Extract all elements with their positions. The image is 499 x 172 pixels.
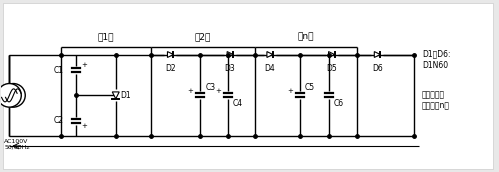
Text: C1: C1	[54, 66, 64, 74]
Text: D1: D1	[121, 91, 131, 100]
Text: D1～D6:
D1N60: D1～D6: D1N60	[422, 50, 451, 70]
Text: D4: D4	[264, 64, 275, 73]
FancyBboxPatch shape	[3, 3, 493, 169]
Text: D2: D2	[165, 64, 176, 73]
Circle shape	[1, 84, 25, 107]
Text: C2: C2	[54, 116, 64, 125]
Text: +: +	[215, 88, 221, 94]
Text: C6: C6	[333, 99, 344, 108]
Polygon shape	[112, 92, 119, 99]
Text: +: +	[81, 62, 87, 68]
Text: 输出电压是
单级时的n倍: 输出电压是 单级时的n倍	[422, 90, 450, 111]
Polygon shape	[374, 52, 380, 57]
Text: 第1级: 第1级	[97, 33, 114, 42]
Text: C4: C4	[233, 99, 243, 108]
Text: +: +	[287, 88, 293, 94]
Text: AC100V
50/60Hz: AC100V 50/60Hz	[4, 139, 30, 150]
Text: C3: C3	[205, 83, 216, 92]
Text: C5: C5	[305, 83, 315, 92]
Circle shape	[0, 84, 21, 107]
Polygon shape	[267, 52, 273, 57]
Polygon shape	[168, 52, 174, 57]
Polygon shape	[227, 52, 233, 57]
Polygon shape	[328, 52, 334, 57]
Text: D6: D6	[372, 64, 383, 73]
Text: 第n级: 第n级	[298, 33, 314, 42]
Text: D3: D3	[225, 64, 236, 73]
Text: +: +	[188, 88, 193, 94]
Text: D5: D5	[326, 64, 337, 73]
Text: 第2级: 第2级	[195, 33, 211, 42]
Text: +: +	[81, 123, 87, 129]
